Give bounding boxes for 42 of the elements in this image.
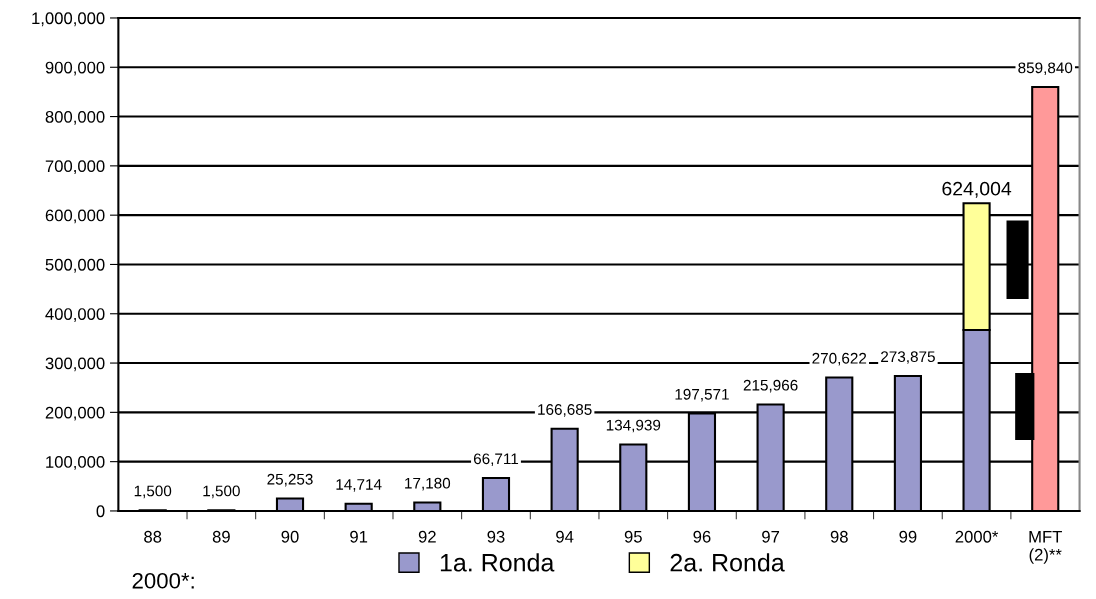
x-tick-label: 98 [830, 530, 848, 543]
x-tick-label: 91 [350, 530, 368, 543]
data-label: 859,840 [1018, 62, 1073, 76]
data-label: 166,685 [538, 404, 592, 417]
y-tick-label: 600,000 [45, 209, 105, 224]
y-tick-label: 300,000 [45, 357, 105, 372]
x-tick-label: 2000* [955, 530, 999, 543]
y-tick-label: 0 [96, 505, 105, 518]
data-label: 197,571 [675, 388, 729, 402]
data-label: 25,253 [267, 473, 313, 487]
text: 2000*: [132, 572, 194, 589]
x-tick-label: 96 [693, 530, 711, 543]
data-label: 14,714 [336, 479, 382, 492]
x-tick-label: 95 [624, 530, 642, 543]
y-tick-label: 500,000 [45, 258, 105, 273]
y-tick-label: 200,000 [45, 406, 105, 421]
legend-label: 1a. Ronda [440, 553, 555, 572]
data-label: 17,180 [405, 477, 451, 491]
data-label: 270,622 [812, 352, 867, 366]
x-tick-label: 99 [899, 530, 917, 543]
y-tick-label: 100,000 [46, 456, 105, 470]
data-label: 134,939 [606, 419, 661, 433]
y-tick-label: 900,000 [45, 61, 105, 76]
x-tick-label: 88 [144, 530, 162, 543]
data-label: 1,500 [203, 485, 240, 499]
total-label: 624,004 [942, 181, 1012, 198]
x-tick-label: MFT (2)** [1029, 531, 1062, 564]
x-tick-label: 94 [556, 530, 574, 543]
data-label: 215,966 [743, 379, 798, 393]
y-tick-label: 400,000 [45, 308, 105, 322]
data-label: 273,875 [881, 351, 935, 364]
x-tick-label: 90 [281, 530, 299, 543]
x-tick-label: 97 [762, 530, 780, 543]
data-label: 66,711 [473, 453, 519, 466]
x-tick-label: 89 [212, 530, 230, 543]
y-tick-label: 800,000 [45, 110, 105, 125]
y-tick-label: 1,000,000 [32, 12, 105, 27]
y-tick-label: 700,000 [45, 160, 105, 175]
x-tick-label: 92 [418, 530, 436, 543]
legend-label: 2a. Ronda [670, 553, 785, 572]
x-tick-label: 93 [487, 530, 505, 543]
data-label: 1,500 [134, 485, 172, 499]
